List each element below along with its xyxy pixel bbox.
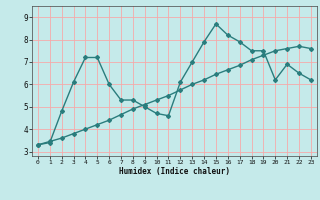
X-axis label: Humidex (Indice chaleur): Humidex (Indice chaleur)	[119, 167, 230, 176]
